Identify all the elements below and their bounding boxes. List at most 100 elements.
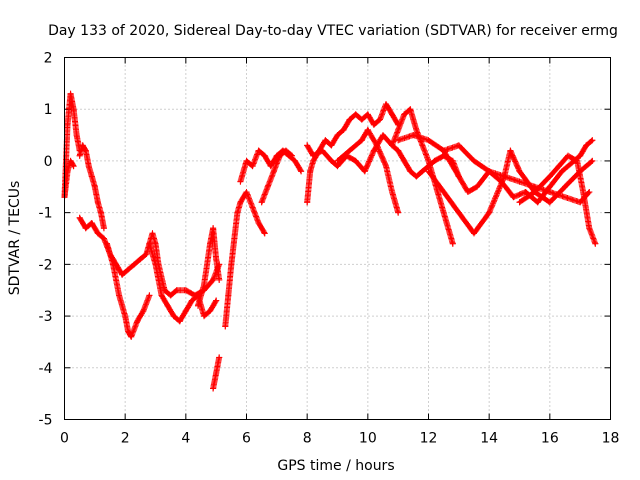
data-point	[389, 142, 396, 149]
data-point	[97, 209, 104, 216]
series-track-15	[389, 106, 456, 247]
data-point	[376, 116, 383, 123]
series-track-7	[194, 225, 223, 309]
y-tick-label: -4	[39, 361, 53, 377]
y-tick-label: -3	[39, 309, 53, 325]
data-point	[213, 369, 220, 376]
axis-ticks	[64, 57, 611, 420]
data-point	[67, 157, 74, 164]
x-tick-label: 10	[359, 431, 377, 447]
data-point	[255, 219, 262, 226]
data-point	[307, 168, 314, 175]
data-point	[328, 142, 335, 149]
x-tick-labels: 0 2 4 6 8 10 12 14 16 18	[60, 431, 619, 447]
data-point	[167, 292, 174, 299]
x-tick-label: 2	[121, 431, 130, 447]
data-point	[276, 152, 283, 159]
data-point	[76, 152, 83, 159]
data-point	[76, 214, 83, 221]
data-point	[449, 240, 456, 247]
data-point	[182, 307, 189, 314]
data-point	[64, 121, 71, 128]
data-point	[234, 209, 241, 216]
data-point	[346, 147, 353, 154]
data-point	[589, 137, 596, 144]
series-track-4	[76, 214, 223, 299]
data-point	[501, 173, 508, 180]
x-tick-label: 18	[602, 431, 620, 447]
data-point	[64, 168, 71, 175]
series-markers	[61, 157, 77, 201]
data-point	[340, 126, 347, 133]
data-point	[510, 194, 517, 201]
data-point	[88, 173, 95, 180]
data-point	[425, 157, 432, 164]
data-point	[389, 188, 396, 195]
data-point	[407, 168, 414, 175]
data-point	[201, 282, 208, 289]
data-point	[201, 313, 208, 320]
data-point	[131, 261, 138, 268]
data-point	[304, 142, 311, 149]
data-point	[589, 157, 596, 164]
data-point	[261, 230, 268, 237]
data-point	[546, 183, 553, 190]
x-tick-label: 8	[303, 431, 312, 447]
y-tick-labels: -5 -4 -3 -2 -1 0 1 2	[39, 51, 53, 429]
data-point	[486, 168, 493, 175]
y-tick-label: 1	[44, 102, 53, 118]
data-point	[173, 287, 180, 294]
data-point	[216, 276, 223, 283]
data-point	[304, 199, 311, 206]
data-point	[267, 163, 274, 170]
data-point	[125, 328, 132, 335]
y-tick-label: 2	[44, 51, 53, 67]
data-point	[216, 354, 223, 361]
data-point	[237, 178, 244, 185]
data-point	[431, 157, 438, 164]
data-point	[401, 157, 408, 164]
data-point	[434, 188, 441, 195]
data-point	[558, 168, 565, 175]
data-point	[516, 178, 523, 185]
data-point	[100, 225, 107, 232]
data-point	[228, 261, 235, 268]
data-point	[334, 132, 341, 139]
data-point	[562, 183, 568, 190]
data-point	[231, 235, 238, 242]
data-point	[94, 199, 101, 206]
y-axis-label: SDTVAR / TECUs	[7, 181, 23, 296]
data-point	[592, 240, 599, 247]
series-track-8	[210, 354, 223, 392]
data-point	[334, 163, 341, 170]
data-point	[292, 157, 299, 164]
data-point	[410, 132, 417, 139]
data-point	[586, 188, 593, 195]
y-tick-label: -1	[39, 206, 53, 222]
data-point	[134, 318, 141, 325]
series-track-6	[146, 240, 220, 325]
data-point	[395, 209, 402, 216]
data-point	[370, 121, 377, 128]
data-point	[88, 219, 95, 226]
data-point	[583, 142, 590, 149]
data-point	[103, 240, 110, 247]
data-point	[407, 106, 414, 113]
data-point	[146, 240, 153, 247]
data-point	[401, 111, 408, 118]
data-point	[395, 126, 402, 133]
data-point	[352, 157, 359, 164]
data-point	[82, 225, 89, 232]
x-tick-label: 0	[60, 431, 69, 447]
data-point	[237, 199, 244, 206]
data-series	[61, 90, 599, 392]
data-point	[531, 188, 538, 195]
series-markers	[389, 106, 456, 247]
data-point	[73, 132, 80, 139]
data-point	[486, 209, 493, 216]
data-point	[334, 157, 341, 164]
data-point	[389, 111, 396, 118]
data-point	[361, 168, 368, 175]
data-point	[455, 173, 462, 180]
series-track-19	[516, 152, 599, 247]
